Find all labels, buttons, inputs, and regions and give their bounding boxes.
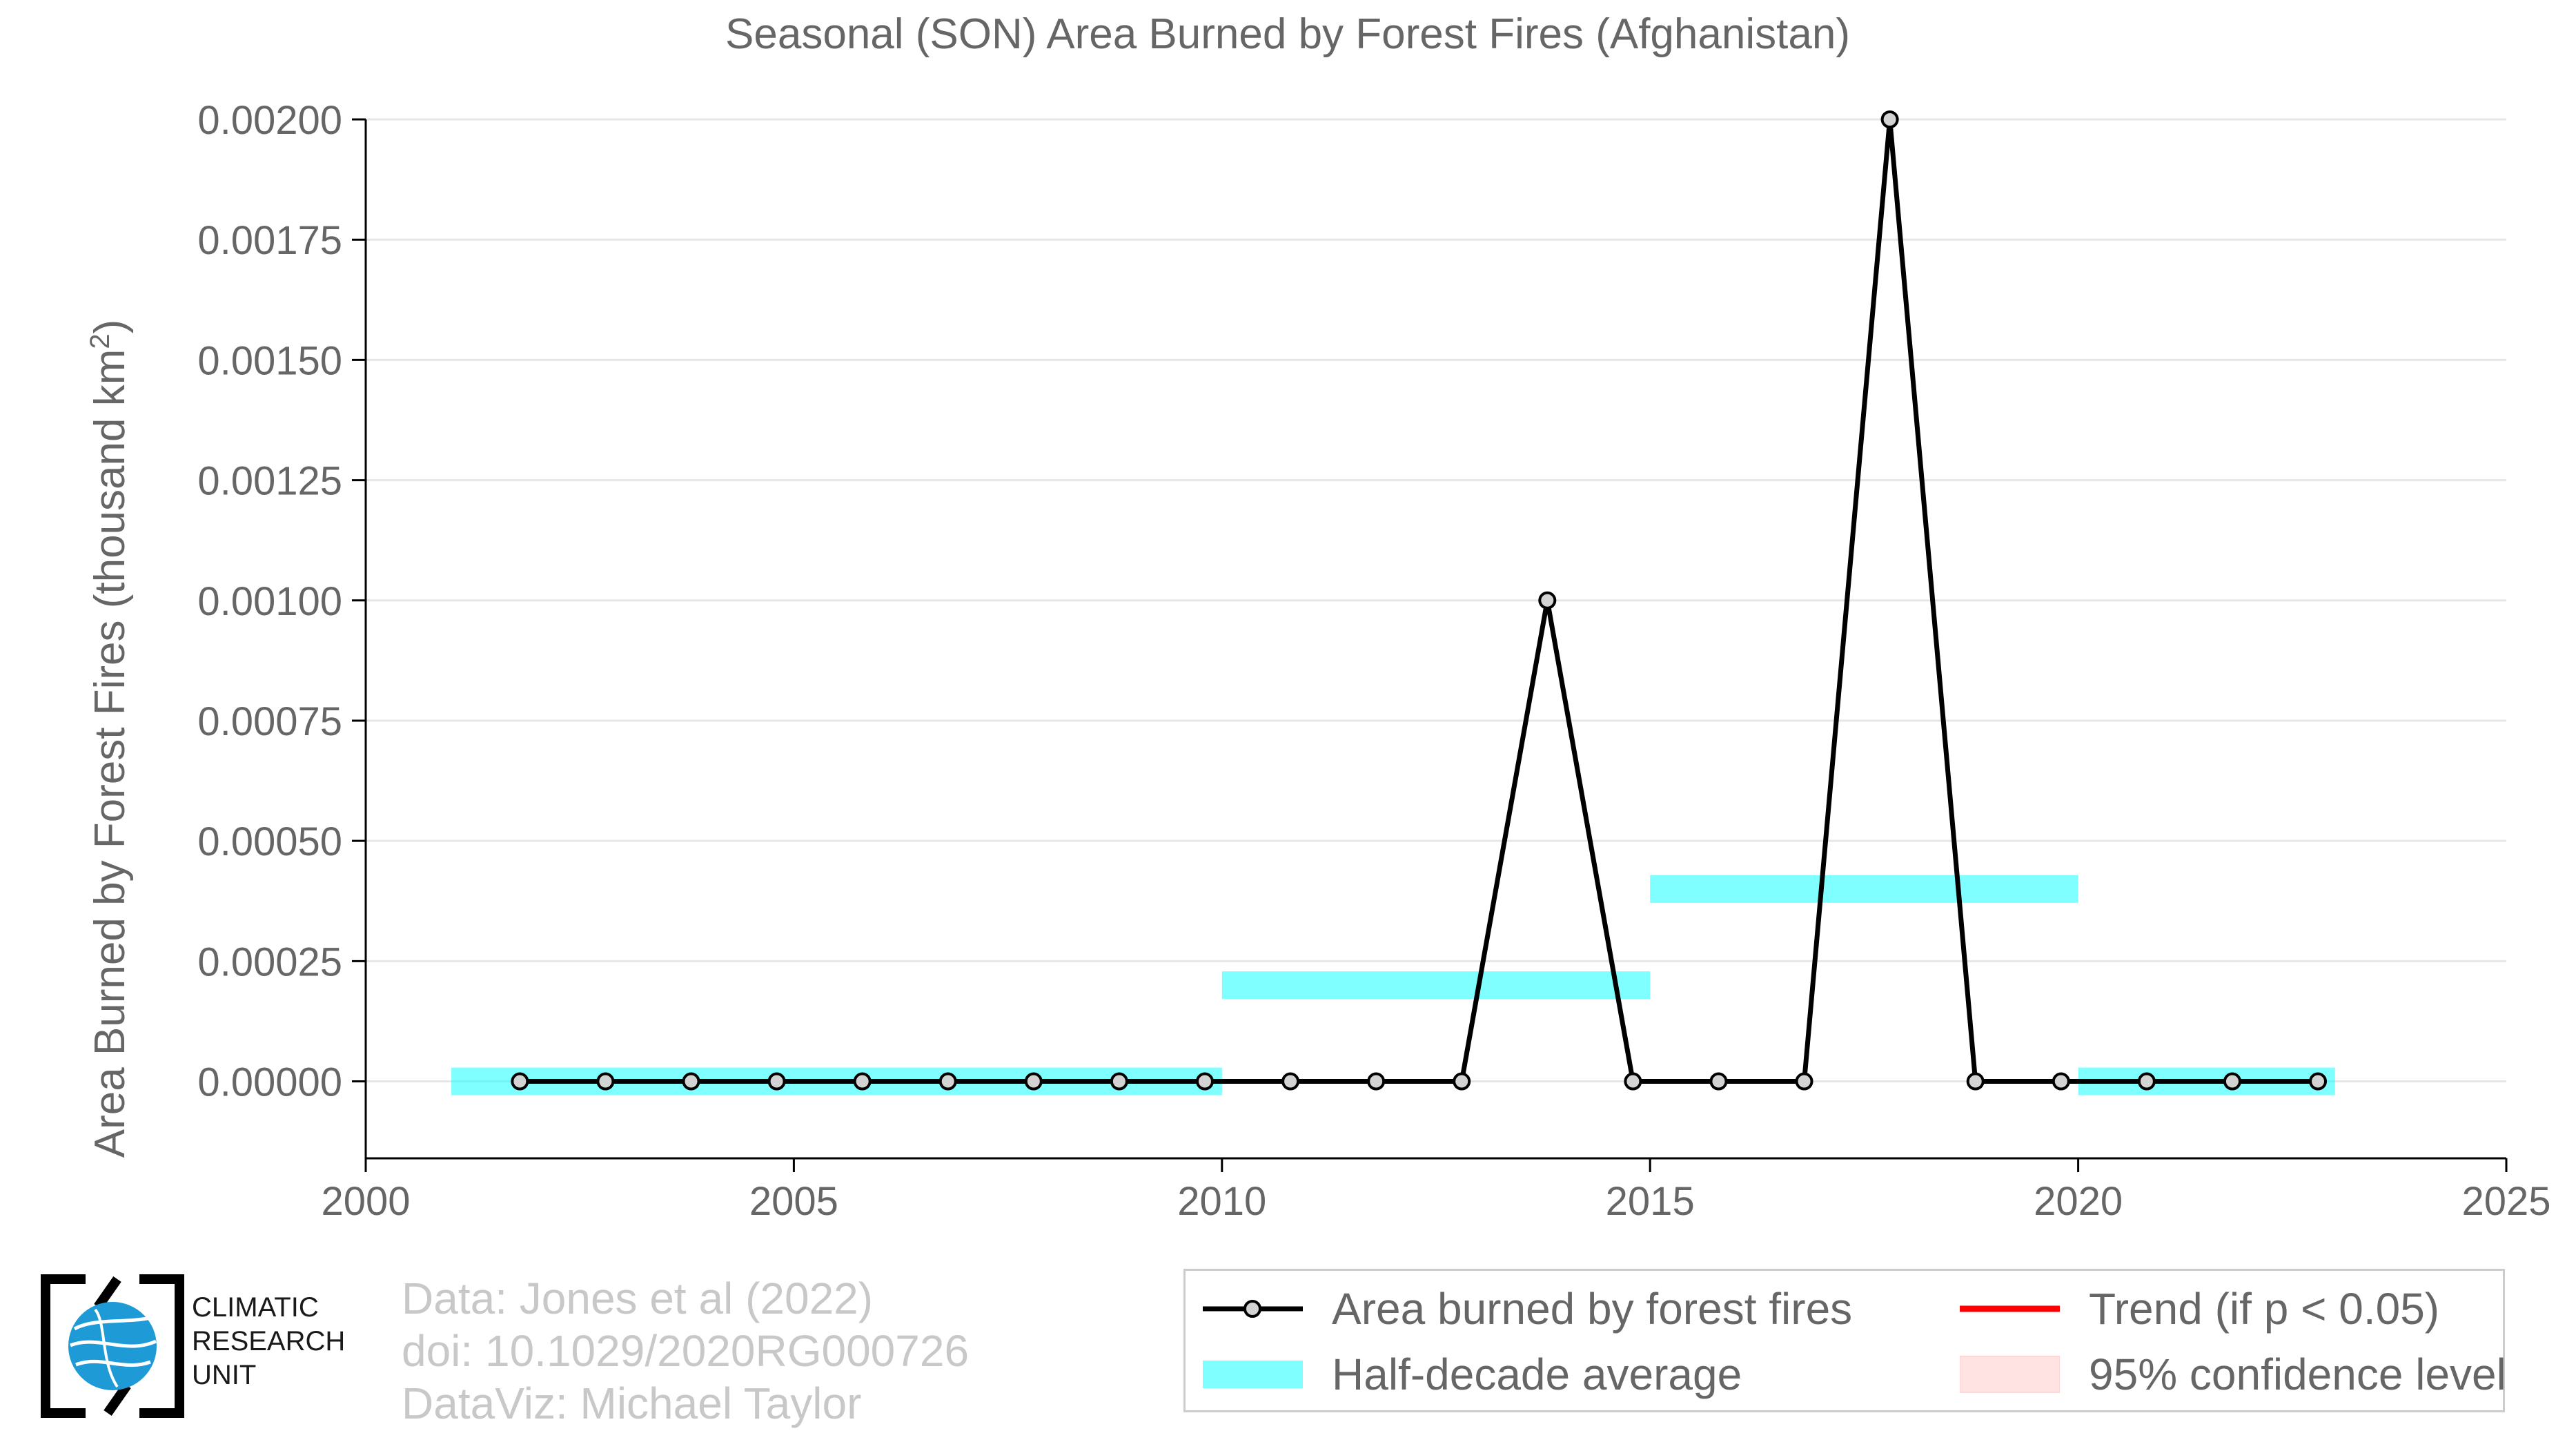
y-tick-label: 0.00150 <box>197 338 342 383</box>
area-burned-point <box>2309 1072 2328 1091</box>
x-tick-label: 2010 <box>1177 1179 1266 1224</box>
legend-key-line-marker <box>1203 1281 1303 1336</box>
legend-label-confidence: 95% confidence level <box>2089 1350 2506 1399</box>
area-burned-point <box>1538 591 1557 610</box>
area-burned-point <box>1966 1072 1985 1091</box>
legend-key-confidence-band <box>1959 1347 2061 1402</box>
chart-title: Seasonal (SON) Area Burned by Forest Fir… <box>725 10 1850 58</box>
area-burned-point <box>2137 1072 2156 1091</box>
y-tick-label: 0.00075 <box>197 699 342 744</box>
area-burned-point <box>1024 1072 1043 1091</box>
x-tick-label: 2005 <box>749 1179 838 1224</box>
x-tick-label: 2015 <box>1606 1179 1695 1224</box>
area-burned-point <box>682 1072 700 1091</box>
axes <box>352 118 2508 1172</box>
legend-item-half-decade: Half-decade average <box>1203 1347 1742 1402</box>
area-burned-point <box>2052 1072 2070 1091</box>
cru-logo-text: CLIMATIC RESEARCH UNIT <box>192 1291 345 1392</box>
x-tick-label: 2025 <box>2461 1179 2550 1224</box>
area-burned-point <box>1281 1072 1300 1091</box>
x-tick-label: 2020 <box>2034 1179 2123 1224</box>
x-tick-labels: 2000 2005 2010 2015 2020 2025 <box>321 1179 2550 1224</box>
legend-label-half-decade: Half-decade average <box>1332 1350 1742 1399</box>
legend-key-half-decade-band <box>1203 1347 1303 1402</box>
y-tick-label: 0.00200 <box>197 98 342 143</box>
legend-item-trend: Trend (if p < 0.05) <box>1960 1281 2439 1336</box>
logo-line-3: UNIT <box>192 1360 257 1390</box>
area-burned-point <box>1453 1072 1471 1091</box>
credit-doi: doi: 10.1029/2020RG000726 <box>402 1326 970 1376</box>
legend-key-trend-line <box>1960 1281 2060 1336</box>
area-burned-point <box>596 1072 615 1091</box>
y-tick-label: 0.00000 <box>197 1060 342 1105</box>
area-burned-point <box>767 1072 786 1091</box>
logo-line-1: CLIMATIC <box>192 1292 319 1323</box>
legend-label-trend: Trend (if p < 0.05) <box>2089 1284 2440 1334</box>
y-axis-label: Area Burned by Forest Fires (thousand km… <box>85 320 134 1158</box>
area-burned-point <box>1795 1072 1813 1091</box>
half-decade-average-bar <box>1650 875 2078 903</box>
y-axis-label-superscript: 2 <box>85 333 115 349</box>
legend-item-confidence: 95% confidence level <box>1959 1347 2506 1402</box>
y-tick-label: 0.00100 <box>197 579 342 624</box>
half-decade-average-layer <box>451 875 2335 1095</box>
logo-line-2: RESEARCH <box>192 1326 346 1356</box>
y-tick-label: 0.00125 <box>197 459 342 504</box>
area-burned-point <box>2223 1072 2241 1091</box>
area-burned-point <box>938 1072 957 1091</box>
area-burned-point <box>1709 1072 1728 1091</box>
credit-data-source: Data: Jones et al (2022) <box>402 1274 874 1323</box>
area-burned-line <box>520 119 2319 1084</box>
cru-logo <box>40 1274 185 1419</box>
y-axis-label-suffix: ) <box>86 320 134 334</box>
area-burned-point <box>1367 1072 1386 1091</box>
credit-dataviz: DataViz: Michael Taylor <box>402 1379 862 1428</box>
y-tick-label: 0.00050 <box>197 819 342 864</box>
y-tick-labels: 0.00000 0.00025 0.00050 0.00075 0.00100 0.001… <box>197 98 342 1105</box>
area-burned-point <box>1110 1072 1128 1091</box>
area-burned-point <box>1880 110 1899 128</box>
area-burned-point <box>1195 1072 1214 1091</box>
x-tick-label: 2000 <box>321 1179 410 1224</box>
series-layer <box>511 110 2328 1091</box>
area-burned-point <box>853 1072 872 1091</box>
legend-label-area-burned: Area burned by forest fires <box>1332 1284 1853 1334</box>
legend-item-area-burned: Area burned by forest fires <box>1203 1281 1852 1336</box>
half-decade-average-bar <box>1221 971 1651 1000</box>
y-tick-label: 0.00175 <box>197 218 342 263</box>
legend: Area burned by forest fires Trend (if p … <box>1183 1269 2506 1412</box>
y-tick-label: 0.00025 <box>197 939 342 984</box>
y-axis-label-main: Area Burned by Forest Fires (thousand km <box>86 349 134 1158</box>
data-credits: Data: Jones et al (2022) doi: 10.1029/20… <box>402 1272 969 1430</box>
grid <box>366 118 2506 1083</box>
area-burned-point <box>511 1072 529 1091</box>
cru-logo-mark <box>41 1274 184 1418</box>
area-burned-point <box>1624 1072 1642 1091</box>
